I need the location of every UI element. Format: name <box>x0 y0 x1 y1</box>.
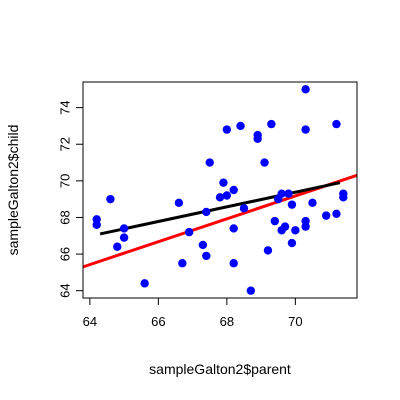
data-point <box>270 216 279 226</box>
data-point <box>287 238 297 248</box>
data-point <box>219 178 228 187</box>
data-point <box>267 119 276 129</box>
data-point <box>205 158 214 167</box>
data-point <box>301 125 310 134</box>
y-tick-label: 64 <box>58 283 73 297</box>
data-point <box>239 204 249 213</box>
data-point <box>178 259 187 268</box>
y-axis-title: sampleGalton2$child <box>5 125 21 256</box>
x-tick-label: 70 <box>288 314 302 329</box>
data-points <box>92 85 348 295</box>
data-point <box>277 189 286 198</box>
black-regression-line <box>99 181 341 236</box>
x-tick-label: 64 <box>83 314 97 329</box>
plot-frame <box>82 81 358 299</box>
data-point <box>106 194 115 204</box>
data-point <box>113 242 122 251</box>
data-point <box>229 185 238 195</box>
data-point <box>321 211 331 220</box>
data-point <box>119 224 129 233</box>
data-point <box>291 226 300 235</box>
x-tick-label: 68 <box>220 314 234 329</box>
red-regression-line <box>82 173 358 269</box>
x-axis-title: sampleGalton2$parent <box>149 361 291 377</box>
data-point <box>140 279 149 288</box>
axes: 64 66 68 70 64 66 68 70 72 74 <box>58 100 303 329</box>
data-point <box>246 286 256 295</box>
data-point <box>308 198 317 208</box>
y-tick-label: 66 <box>58 247 73 261</box>
y-tick-label: 70 <box>58 174 73 188</box>
regression-lines <box>82 173 358 269</box>
data-point <box>332 119 341 129</box>
data-point <box>263 246 273 255</box>
data-point <box>280 222 290 231</box>
data-point <box>174 198 184 208</box>
data-point <box>332 209 341 218</box>
y-tick-label: 72 <box>58 137 73 151</box>
data-point <box>301 85 310 94</box>
data-point <box>284 189 293 198</box>
data-point <box>198 240 208 250</box>
data-point <box>215 193 225 202</box>
data-point <box>222 191 232 200</box>
data-point <box>229 259 238 268</box>
data-point <box>253 134 262 143</box>
data-point <box>236 121 245 131</box>
y-tick-label: 68 <box>58 210 73 224</box>
data-point <box>119 233 129 242</box>
data-point <box>301 216 310 226</box>
x-tick-label: 66 <box>151 314 165 329</box>
data-point <box>184 227 194 237</box>
data-point <box>229 224 238 233</box>
data-point <box>222 125 232 134</box>
data-point <box>202 207 211 217</box>
data-point <box>92 220 101 229</box>
data-point <box>339 193 348 202</box>
data-point <box>202 251 211 261</box>
data-point <box>287 200 297 209</box>
data-point <box>260 158 269 167</box>
y-tick-label: 74 <box>58 100 73 114</box>
